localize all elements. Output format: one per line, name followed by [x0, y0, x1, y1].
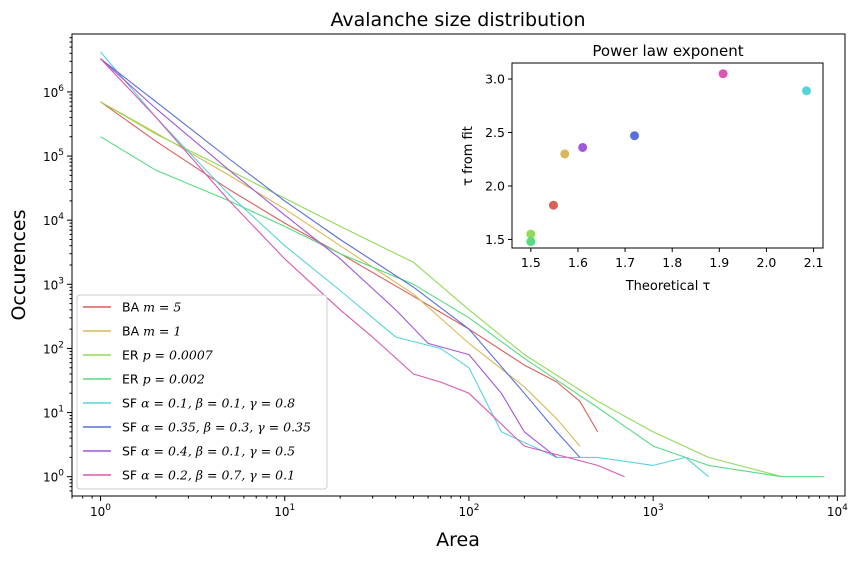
main-x-tick-label: 101: [274, 503, 295, 519]
main-y-tick-label: 101: [43, 405, 64, 421]
main-y-axis: 100 101 102 103 104 105 106: [43, 37, 72, 492]
legend-items: BA m = 5 BA m = 1 ER p = 0.0007 ER p = 0.00…: [83, 300, 311, 483]
main-y-axis-label: Occurences: [8, 209, 30, 320]
main-y-tick-label: 105: [43, 148, 64, 164]
inset-x-axis-label: Theoretical τ: [625, 279, 711, 294]
legend-label-ba-m-1: BA m = 1: [122, 324, 181, 339]
inset-point: [630, 131, 640, 141]
main-chart: Avalanche size distribution 100 101 102 103…: [8, 9, 848, 551]
series-line-er-p-0-0007: [100, 101, 783, 478]
legend-label-ba-m-5: BA m = 5: [122, 300, 181, 315]
legend-label-er-p-0-0007: ER p = 0.0007: [122, 348, 213, 363]
inset-point: [548, 200, 558, 210]
series-line-sf-0-2-0-7-0-1: [100, 58, 625, 478]
main-y-tick-label: 100: [43, 469, 64, 485]
main-y-tick-label: 103: [43, 276, 64, 292]
inset-y-tick-label: 2.0: [485, 178, 505, 193]
inset-x-tick-label: 1.8: [662, 255, 682, 270]
main-chart-title: Avalanche size distribution: [330, 9, 585, 31]
series-line-sf-0-35-0-3-0-35: [100, 58, 581, 458]
inset-chart: Power law exponent 1.5 1.6 1.7 1.8 1.9 2.0 2.1…: [461, 42, 824, 294]
legend-box: [76, 294, 328, 490]
legend: BA m = 5 BA m = 1 ER p = 0.0007 ER p = 0.00…: [76, 294, 328, 490]
legend-label-sf-0-4-0-1-0-5: SF α = 0.4, β = 0.1, γ = 0.5: [122, 444, 295, 459]
inset-y-axis: 1.5 2.0 2.5 3.0: [485, 72, 512, 247]
inset-point: [526, 237, 536, 247]
series-line-sf-0-4-0-1-0-5: [100, 58, 558, 458]
inset-x-axis: 1.5 1.6 1.7 1.8 1.9 2.0 2.1: [521, 248, 824, 270]
inset-point: [802, 86, 812, 96]
legend-label-sf-0-1-0-1-0-8: SF α = 0.1, β = 0.1, γ = 0.8: [122, 396, 295, 411]
legend-label-sf-0-2-0-7-0-1: SF α = 0.2, β = 0.7, γ = 0.1: [122, 468, 295, 483]
inset-x-tick-label: 1.6: [568, 255, 588, 270]
inset-point: [578, 142, 588, 152]
inset-y-tick-label: 3.0: [485, 72, 505, 87]
inset-x-tick-label: 2.0: [757, 255, 777, 270]
main-x-tick-label: 103: [643, 503, 664, 519]
inset-point: [718, 69, 728, 79]
main-x-axis-label: Area: [436, 529, 480, 551]
inset-y-tick-label: 2.5: [485, 125, 505, 140]
inset-y-axis-label: τ from fit: [461, 126, 476, 186]
legend-label-sf-0-35-0-3-0-35: SF α = 0.35, β = 0.3, γ = 0.35: [122, 420, 311, 435]
main-x-tick-label: 100: [90, 503, 111, 519]
inset-x-tick-label: 2.1: [804, 255, 824, 270]
main-series-group: [100, 51, 825, 478]
inset-points-group: [526, 69, 812, 247]
inset-chart-title: Power law exponent: [592, 42, 743, 60]
main-y-tick-label: 104: [43, 212, 64, 228]
inset-x-tick-label: 1.5: [521, 255, 541, 270]
main-x-tick-label: 102: [458, 503, 479, 519]
series-line-sf-0-1-0-1-0-8: [100, 51, 709, 478]
inset-plot-frame: [511, 62, 824, 249]
inset-x-tick-label: 1.7: [615, 255, 635, 270]
inset-x-tick-label: 1.9: [709, 255, 729, 270]
inset-y-tick-label: 1.5: [485, 232, 505, 247]
series-line-ba-m-1: [100, 101, 581, 447]
inset-point: [560, 149, 570, 159]
inset-point: [526, 229, 536, 239]
main-y-tick-label: 102: [43, 340, 64, 356]
main-x-tick-label: 104: [827, 503, 848, 519]
main-y-tick-label: 106: [43, 84, 64, 100]
main-x-axis: 100 101 102 103 104: [71, 496, 848, 519]
legend-label-er-p-0-002: ER p = 0.002: [122, 372, 205, 387]
